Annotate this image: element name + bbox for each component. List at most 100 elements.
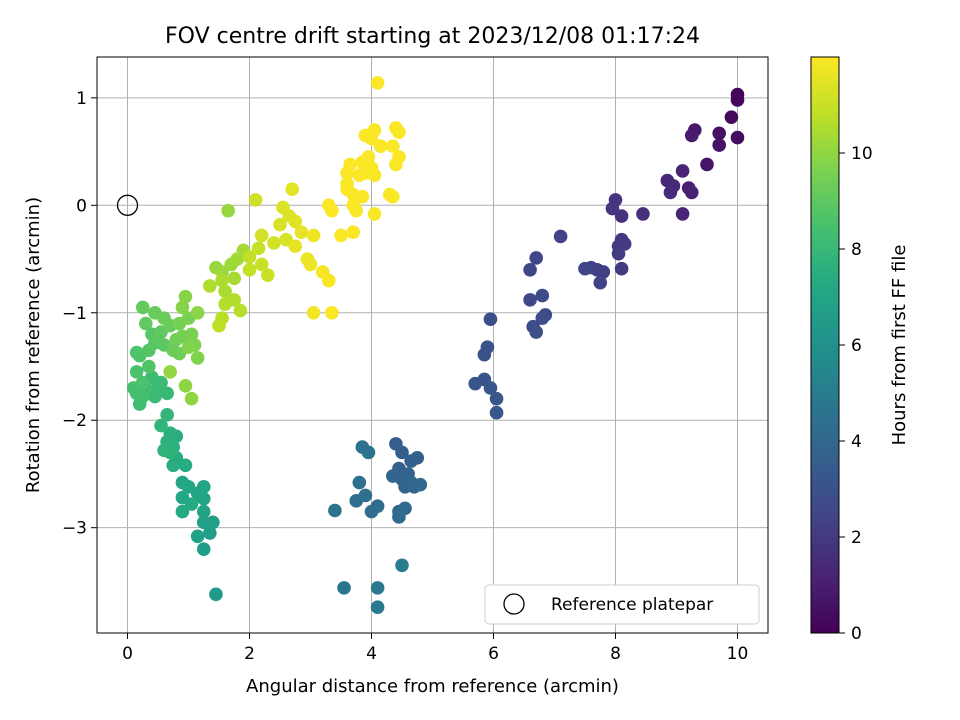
data-point xyxy=(175,504,190,519)
data-point xyxy=(367,207,382,221)
data-point xyxy=(367,168,382,183)
data-point xyxy=(553,229,568,244)
data-point xyxy=(139,316,153,331)
data-point xyxy=(684,185,699,200)
data-point xyxy=(157,443,171,458)
data-point xyxy=(523,293,537,307)
data-point xyxy=(325,305,339,320)
data-point xyxy=(288,214,303,229)
data-point xyxy=(730,93,745,107)
data-point xyxy=(203,279,217,293)
data-point xyxy=(395,558,409,573)
data-point xyxy=(218,297,232,311)
data-point xyxy=(340,177,354,191)
y-tick-label: −2 xyxy=(62,411,87,431)
data-point xyxy=(352,475,367,490)
x-axis-label: Angular distance from reference (arcmin) xyxy=(246,676,619,697)
data-point xyxy=(190,529,205,544)
data-point xyxy=(617,237,632,251)
plot-frame xyxy=(96,56,769,634)
data-point xyxy=(535,311,550,325)
data-point xyxy=(413,477,428,492)
data-point xyxy=(386,139,400,153)
data-point xyxy=(306,228,321,243)
data-point xyxy=(614,261,629,276)
data-point xyxy=(135,300,150,315)
data-point xyxy=(386,189,400,204)
data-point xyxy=(483,312,498,327)
data-point xyxy=(578,261,592,276)
data-point xyxy=(160,408,174,422)
data-point xyxy=(303,257,318,272)
data-point xyxy=(410,451,425,465)
data-point xyxy=(611,246,626,261)
y-tick-label: 0 xyxy=(76,196,87,216)
data-point xyxy=(163,365,177,379)
data-point xyxy=(142,359,156,374)
y-tick-label: 1 xyxy=(76,89,87,109)
colorbar-tick-label: 6 xyxy=(851,336,862,356)
data-point xyxy=(675,207,690,221)
data-point xyxy=(730,130,745,145)
data-point xyxy=(181,340,196,354)
data-point xyxy=(215,273,229,288)
data-point xyxy=(154,418,168,433)
data-point xyxy=(135,375,150,390)
data-point xyxy=(196,515,211,530)
data-point xyxy=(328,503,342,518)
data-point xyxy=(242,262,257,277)
data-point xyxy=(190,305,205,320)
legend-label: Reference platepar xyxy=(551,595,713,615)
data-point xyxy=(489,391,504,406)
data-point xyxy=(129,365,144,379)
data-point xyxy=(178,379,193,393)
data-point xyxy=(227,271,242,286)
data-point xyxy=(209,587,223,602)
colorbar-tick-label: 4 xyxy=(851,432,862,452)
data-point xyxy=(178,458,193,473)
data-point xyxy=(273,217,287,232)
data-point xyxy=(285,182,300,196)
data-point xyxy=(392,125,406,140)
data-point xyxy=(203,526,217,540)
data-point xyxy=(322,273,336,288)
y-tick-label: −3 xyxy=(62,519,87,539)
data-point xyxy=(355,189,370,204)
data-point xyxy=(523,262,537,277)
data-point xyxy=(361,445,376,460)
colorbar-tick-label: 10 xyxy=(851,144,873,164)
data-point xyxy=(684,128,699,143)
data-point xyxy=(489,405,504,420)
x-tick-label: 8 xyxy=(610,644,621,664)
data-point xyxy=(288,239,303,253)
data-point xyxy=(306,305,321,320)
data-point xyxy=(529,325,543,339)
data-point xyxy=(724,110,739,124)
data-point xyxy=(166,458,181,473)
data-point xyxy=(389,157,403,172)
data-point xyxy=(712,126,726,141)
x-tick-label: 4 xyxy=(366,644,377,664)
data-point xyxy=(221,203,235,218)
data-point xyxy=(349,494,364,508)
data-point xyxy=(395,445,409,460)
colorbar-tick-label: 8 xyxy=(851,240,862,260)
data-point xyxy=(370,581,385,595)
data-point xyxy=(346,198,361,213)
data-point xyxy=(700,157,714,172)
data-point xyxy=(196,542,211,556)
data-point xyxy=(483,381,498,395)
reference-platepar-marker xyxy=(116,194,139,216)
data-point xyxy=(712,138,726,152)
data-point xyxy=(322,198,336,213)
data-point xyxy=(614,209,629,223)
data-point xyxy=(605,201,620,216)
legend: Reference platepar xyxy=(484,584,760,625)
data-point xyxy=(148,389,162,404)
data-point xyxy=(212,318,226,333)
legend-marker xyxy=(503,593,525,615)
data-point xyxy=(343,157,357,172)
colorbar-tick-label: 2 xyxy=(851,528,862,548)
